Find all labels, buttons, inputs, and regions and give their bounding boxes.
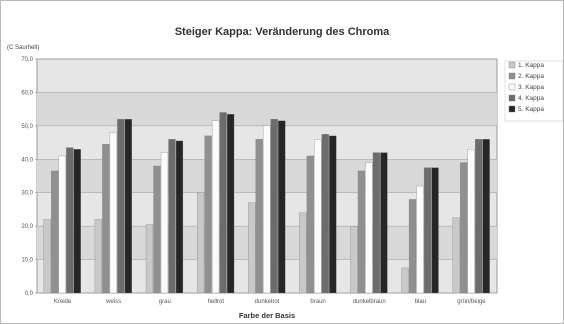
legend-label: 1. Kappa: [518, 62, 544, 69]
bar: [196, 192, 205, 294]
bar: [482, 139, 490, 294]
x-axis-ticks: Kreide weiss grau hellrot dunkelrot braun dunk…: [54, 299, 486, 305]
bar: [226, 114, 235, 294]
bar: [51, 170, 59, 294]
x-tick-label: weiss: [105, 299, 121, 305]
bar: [416, 185, 424, 294]
y-axis-label: (C Saurhelt): [7, 45, 39, 51]
bar: [365, 162, 373, 294]
y-tick-label: 0,0: [25, 291, 34, 297]
bar: [329, 135, 337, 294]
bar: [175, 140, 184, 294]
bar: [58, 155, 66, 294]
bar: [314, 139, 322, 294]
bar: [255, 139, 263, 294]
bar: [160, 152, 169, 294]
y-tick-label: 20,0: [21, 224, 33, 230]
bar: [306, 155, 314, 294]
legend-swatch: [508, 94, 516, 102]
legend-label: 2. Kappa: [518, 73, 544, 80]
x-tick-label: grün/beige: [457, 299, 486, 305]
bar: [263, 125, 271, 294]
bar: [350, 225, 358, 294]
bar: [278, 120, 286, 294]
x-tick-label: braun: [310, 299, 325, 305]
legend-label: 4. Kappa: [518, 95, 544, 102]
y-tick-label: 70,0: [21, 57, 33, 63]
y-tick-label: 40,0: [21, 157, 33, 163]
bar: [270, 119, 278, 294]
bar: [467, 149, 475, 294]
bar: [66, 147, 74, 294]
x-tick-label: grau: [159, 299, 171, 305]
legend-swatch: [508, 105, 516, 113]
bar: [153, 165, 161, 294]
x-tick-label: dunkelbraun: [353, 299, 386, 305]
bar: [94, 219, 102, 294]
bar: [102, 144, 110, 294]
x-axis-label: Farbe der Basis: [239, 311, 295, 320]
bar: [423, 167, 432, 294]
bar: [408, 199, 417, 294]
bar: [401, 267, 409, 294]
bar: [211, 120, 220, 294]
bar: [248, 202, 256, 294]
x-tick-label: hellrot: [208, 299, 225, 305]
bar: [357, 170, 366, 294]
bar: [204, 135, 212, 294]
chart-title: Steiger Kappa: Veränderung des Chroma: [175, 26, 390, 38]
legend-swatch: [508, 61, 516, 69]
bar: [117, 119, 125, 294]
x-tick-label: dunkelrot: [255, 299, 280, 305]
legend-swatch: [508, 72, 516, 80]
legend-label: 3. Kappa: [518, 84, 544, 91]
bar: [299, 212, 307, 294]
bar: [321, 134, 329, 294]
bar: [452, 217, 460, 294]
bar: [219, 112, 227, 294]
y-axis-ticks: 0,0 10,0 20,0 30,0 40,0 50,0 60,0 70,0: [21, 57, 37, 297]
y-tick-label: 50,0: [21, 124, 33, 130]
bar: [43, 219, 51, 294]
grid-band: [37, 92, 497, 126]
legend-swatch: [508, 83, 516, 91]
y-tick-label: 60,0: [21, 90, 33, 96]
bar: [372, 152, 381, 294]
bar: [431, 167, 439, 294]
x-tick-label: Kreide: [54, 299, 72, 305]
y-tick-label: 10,0: [21, 258, 33, 264]
legend: 1. Kappa 2. Kappa 3. Kappa 4. Kappa 5. Kappa: [508, 61, 544, 113]
x-tick-label: blau: [415, 299, 426, 305]
bar: [168, 139, 176, 294]
bar: [124, 119, 132, 294]
bars: [43, 112, 490, 294]
bar: [380, 152, 388, 294]
bar: [460, 162, 468, 294]
bar: [475, 139, 483, 294]
y-tick-label: 30,0: [21, 191, 33, 197]
bar: [109, 132, 117, 294]
bar: [145, 224, 154, 294]
legend-label: 5. Kappa: [518, 106, 544, 113]
bar: [73, 149, 81, 294]
